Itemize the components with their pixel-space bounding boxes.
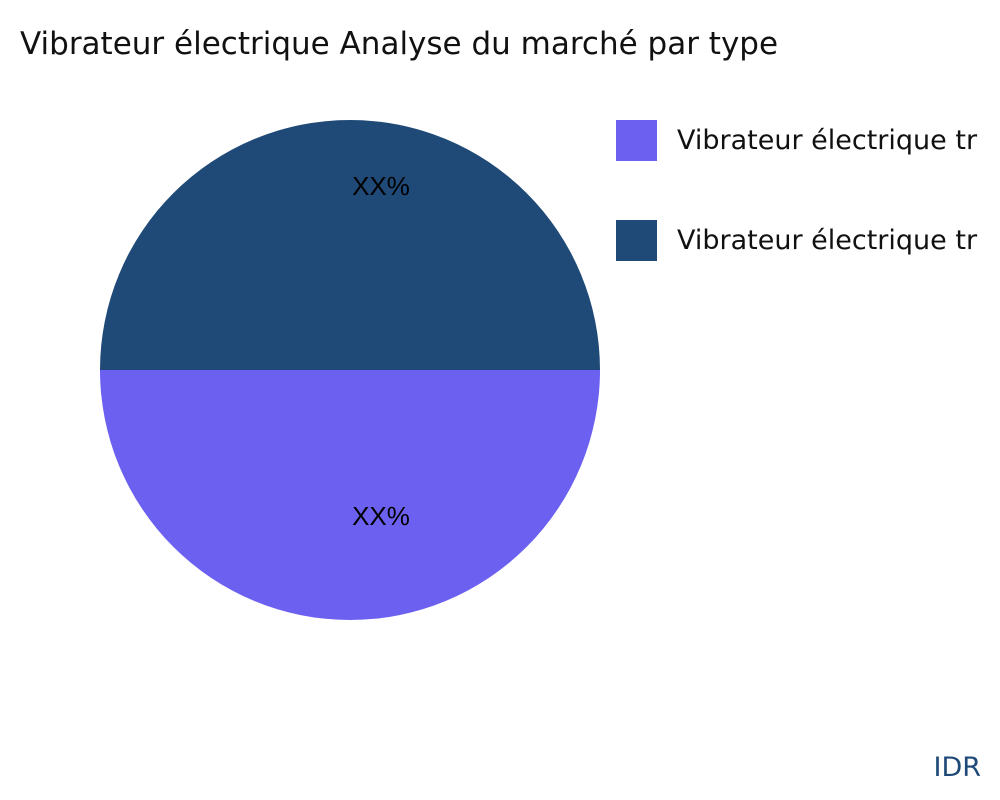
legend-item-2[interactable]: Vibrateur électrique tr bbox=[616, 219, 977, 261]
pie-slice-1[interactable] bbox=[100, 370, 600, 620]
slice-data-label: XX% bbox=[352, 501, 410, 531]
slice-data-label: XX% bbox=[352, 171, 410, 201]
brand-logo-text: IDR bbox=[933, 752, 981, 783]
legend-swatch bbox=[616, 119, 657, 161]
pie-slice-2[interactable] bbox=[100, 120, 600, 370]
legend-label: Vibrateur électrique tr bbox=[677, 224, 978, 256]
legend-label: Vibrateur électrique tr bbox=[677, 124, 978, 156]
chart-title: Vibrateur électrique Analyse du marché p… bbox=[20, 26, 779, 62]
legend-item-1[interactable]: Vibrateur électrique tr bbox=[616, 119, 977, 161]
legend-swatch bbox=[616, 219, 657, 261]
